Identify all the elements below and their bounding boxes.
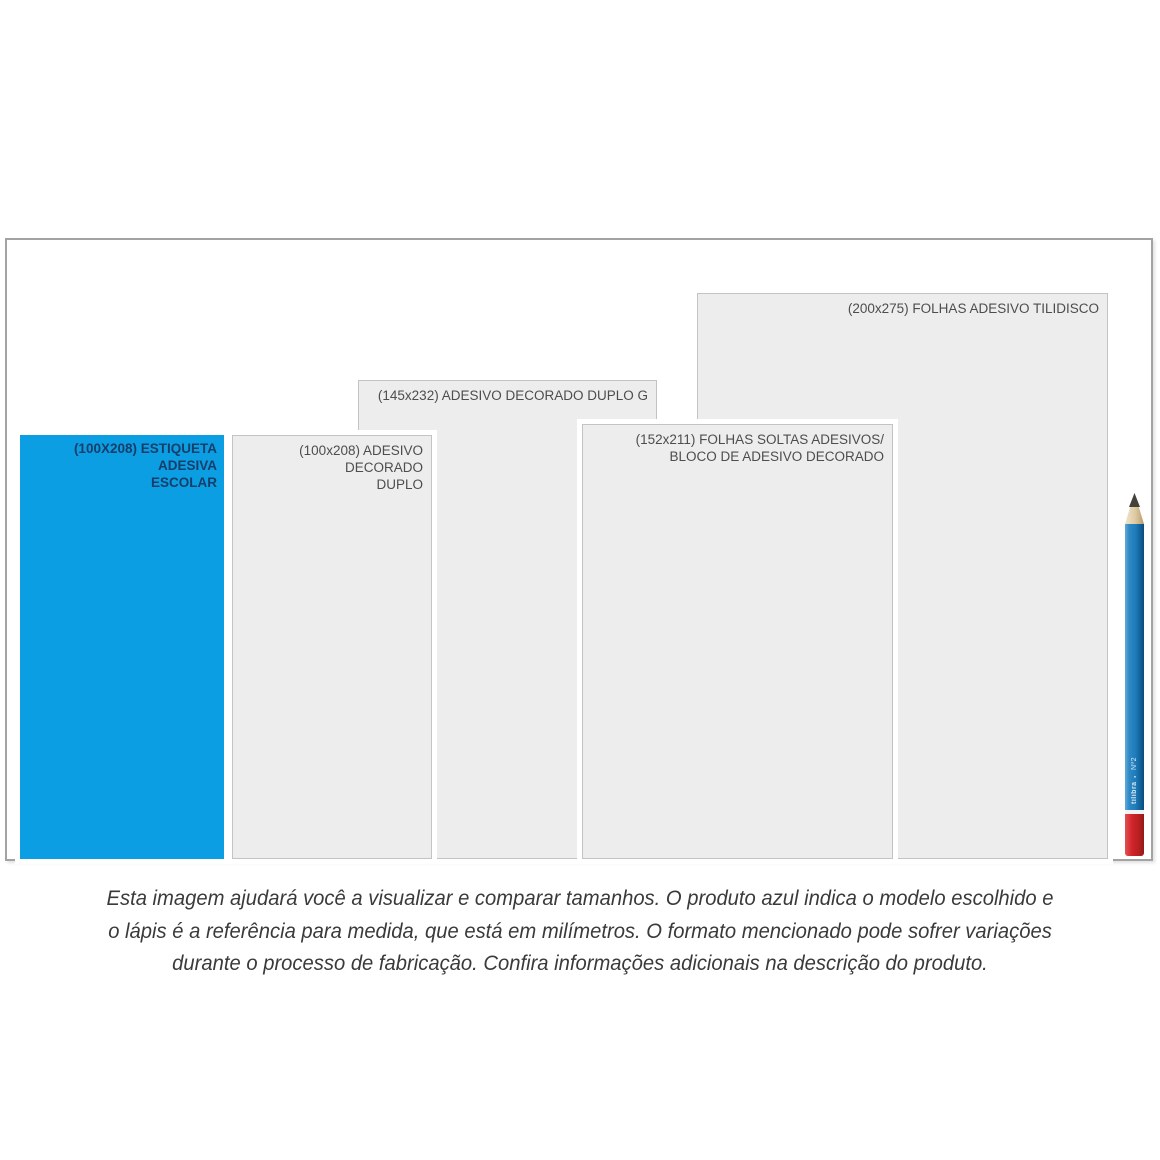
product-label-line: ESCOLAR [150, 475, 217, 490]
pencil-markings: tilibra ▪ Nº2 [1131, 757, 1138, 804]
pencil-ferrule-band [1125, 810, 1144, 814]
product-box-adesivo-decorado-duplo: (100x208) ADESIVO DECORADO DUPLO [232, 435, 432, 859]
product-label: (145x232) ADESIVO DECORADO DUPLO G [363, 387, 648, 404]
product-label-line: (152x211) FOLHAS SOLTAS ADESIVOS/ [635, 432, 884, 447]
caption-text: Esta imagem ajudará você a visualizar e … [35, 882, 1125, 980]
pencil-graphite-point [1129, 493, 1140, 507]
product-box-folhas-soltas-adesivos: (152x211) FOLHAS SOLTAS ADESIVOS/ BLOCO … [582, 424, 893, 859]
pencil-red-end [1125, 814, 1144, 856]
caption-line-3: durante o processo de fabricação. Confir… [172, 951, 988, 975]
product-label: (200x275) FOLHAS ADESIVO TILIDISCO [702, 300, 1099, 317]
product-label-line: (100x208) ADESIVO DECORADO [299, 443, 423, 475]
tilibra-logo-icon: ▪ [1132, 772, 1138, 779]
reference-pencil: tilibra ▪ Nº2 [1125, 493, 1144, 856]
pencil-grade-text: Nº2 [1131, 757, 1138, 771]
pencil-body: tilibra ▪ Nº2 [1125, 524, 1144, 810]
size-comparison-panel: (200x275) FOLHAS ADESIVO TILIDISCO (145x… [5, 238, 1153, 861]
product-label: (152x211) FOLHAS SOLTAS ADESIVOS/ BLOCO … [587, 431, 884, 465]
product-label: (100X208) ESTIQUETA ADESIVA ESCOLAR [24, 440, 217, 491]
caption-line-1: Esta imagem ajudará você a visualizar e … [106, 886, 1054, 910]
product-box-estiqueta-adesiva-escolar-selected: (100X208) ESTIQUETA ADESIVA ESCOLAR [20, 435, 224, 859]
product-label-line: (200x275) FOLHAS ADESIVO TILIDISCO [847, 301, 1099, 316]
pencil-brand-text: tilibra [1131, 781, 1138, 804]
product-label-line: (145x232) ADESIVO DECORADO DUPLO G [377, 388, 648, 403]
product-label-line: DUPLO [376, 477, 423, 492]
product-label: (100x208) ADESIVO DECORADO DUPLO [237, 442, 423, 493]
product-label-line: (100X208) ESTIQUETA ADESIVA [73, 441, 217, 473]
product-label-line: BLOCO DE ADESIVO DECORADO [669, 449, 884, 464]
caption-line-2: o lápis é a referência para medida, que … [108, 918, 1052, 943]
